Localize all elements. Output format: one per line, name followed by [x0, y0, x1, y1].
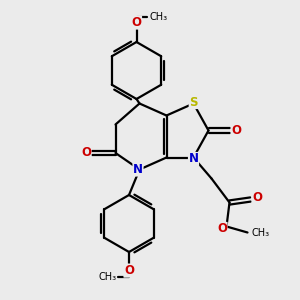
Text: N: N [188, 152, 199, 166]
Text: S: S [189, 95, 198, 109]
Text: CH₃: CH₃ [251, 227, 269, 238]
Text: O: O [81, 146, 91, 160]
Text: O: O [252, 190, 262, 204]
Text: CH₃: CH₃ [98, 272, 116, 282]
Text: O: O [231, 124, 241, 137]
Text: O: O [217, 222, 227, 236]
Text: CH₃: CH₃ [149, 11, 167, 22]
Text: N: N [133, 163, 143, 176]
Text: O: O [131, 16, 142, 29]
Text: O: O [124, 264, 134, 277]
